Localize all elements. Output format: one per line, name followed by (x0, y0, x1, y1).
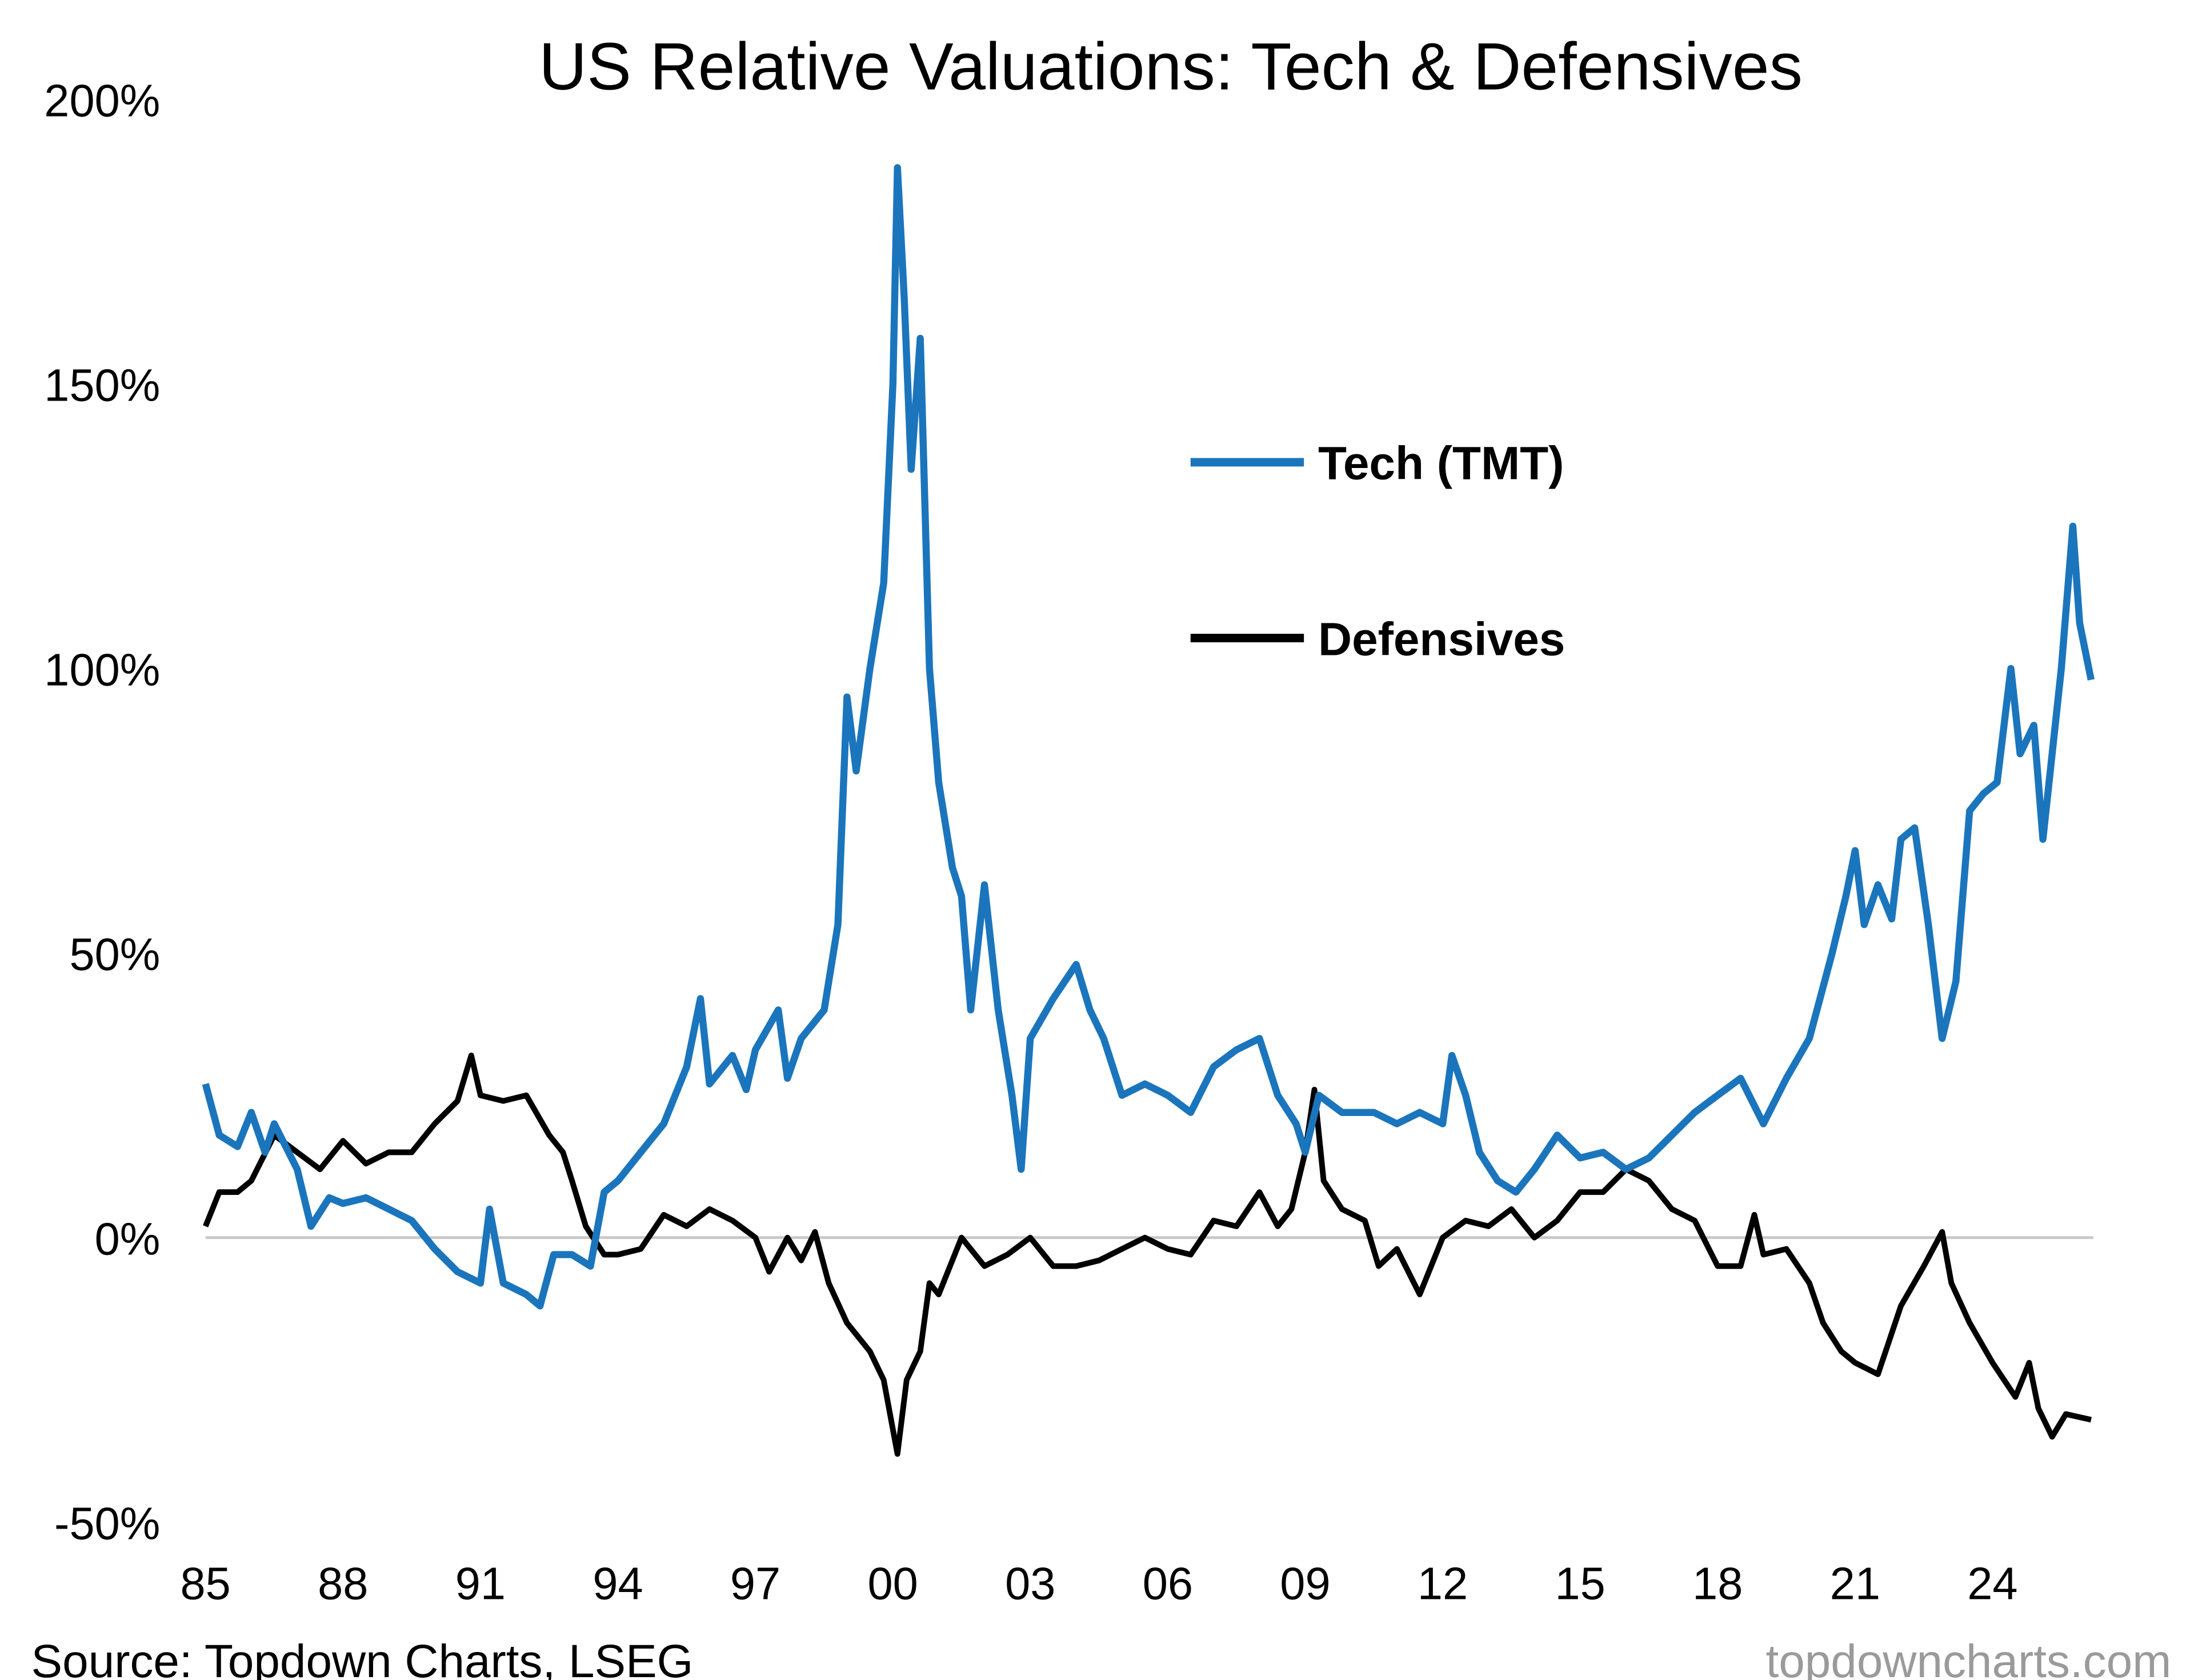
y-tick-label: -50% (54, 1498, 160, 1549)
x-tick-label: 97 (730, 1558, 780, 1609)
source-note: Source: Topdown Charts, LSEG (31, 1635, 694, 1680)
x-axis: 85 88 91 94 97 00 03 06 09 12 15 18 21 24 (181, 1558, 2018, 1609)
watermark: topdowncharts.com (1766, 1635, 2172, 1680)
series-line-defensives (203, 1053, 2092, 1457)
x-tick-label: 94 (592, 1558, 643, 1609)
x-tick-label: 00 (868, 1558, 918, 1609)
y-tick-label: 150% (44, 360, 160, 411)
chart-title: US Relative Valuations: Tech & Defensive… (539, 29, 1803, 104)
x-tick-label: 91 (455, 1558, 506, 1609)
legend-label-defensives: Defensives (1318, 613, 1565, 665)
x-tick-label: 03 (1005, 1558, 1055, 1609)
x-tick-label: 24 (1967, 1558, 2017, 1609)
legend-label-tech: Tech (TMT) (1318, 438, 1564, 490)
y-tick-label: 0% (95, 1214, 161, 1265)
x-tick-label: 06 (1143, 1558, 1193, 1609)
y-tick-label: 100% (44, 645, 160, 695)
series-line-tech-tmt (202, 164, 2095, 1310)
y-axis: 200% 150% 100% 50% 0% -50% (44, 75, 160, 1549)
legend: Tech (TMT) Defensives (1190, 438, 1565, 665)
x-tick-label: 21 (1830, 1558, 1880, 1609)
x-tick-label: 09 (1280, 1558, 1330, 1609)
y-tick-label: 200% (44, 75, 160, 126)
series-lines (202, 164, 2095, 1457)
y-tick-label: 50% (69, 929, 160, 980)
x-tick-label: 85 (181, 1558, 231, 1609)
x-tick-label: 88 (318, 1558, 368, 1609)
x-tick-label: 18 (1692, 1558, 1743, 1609)
x-tick-label: 15 (1555, 1558, 1606, 1609)
x-tick-label: 12 (1418, 1558, 1468, 1609)
